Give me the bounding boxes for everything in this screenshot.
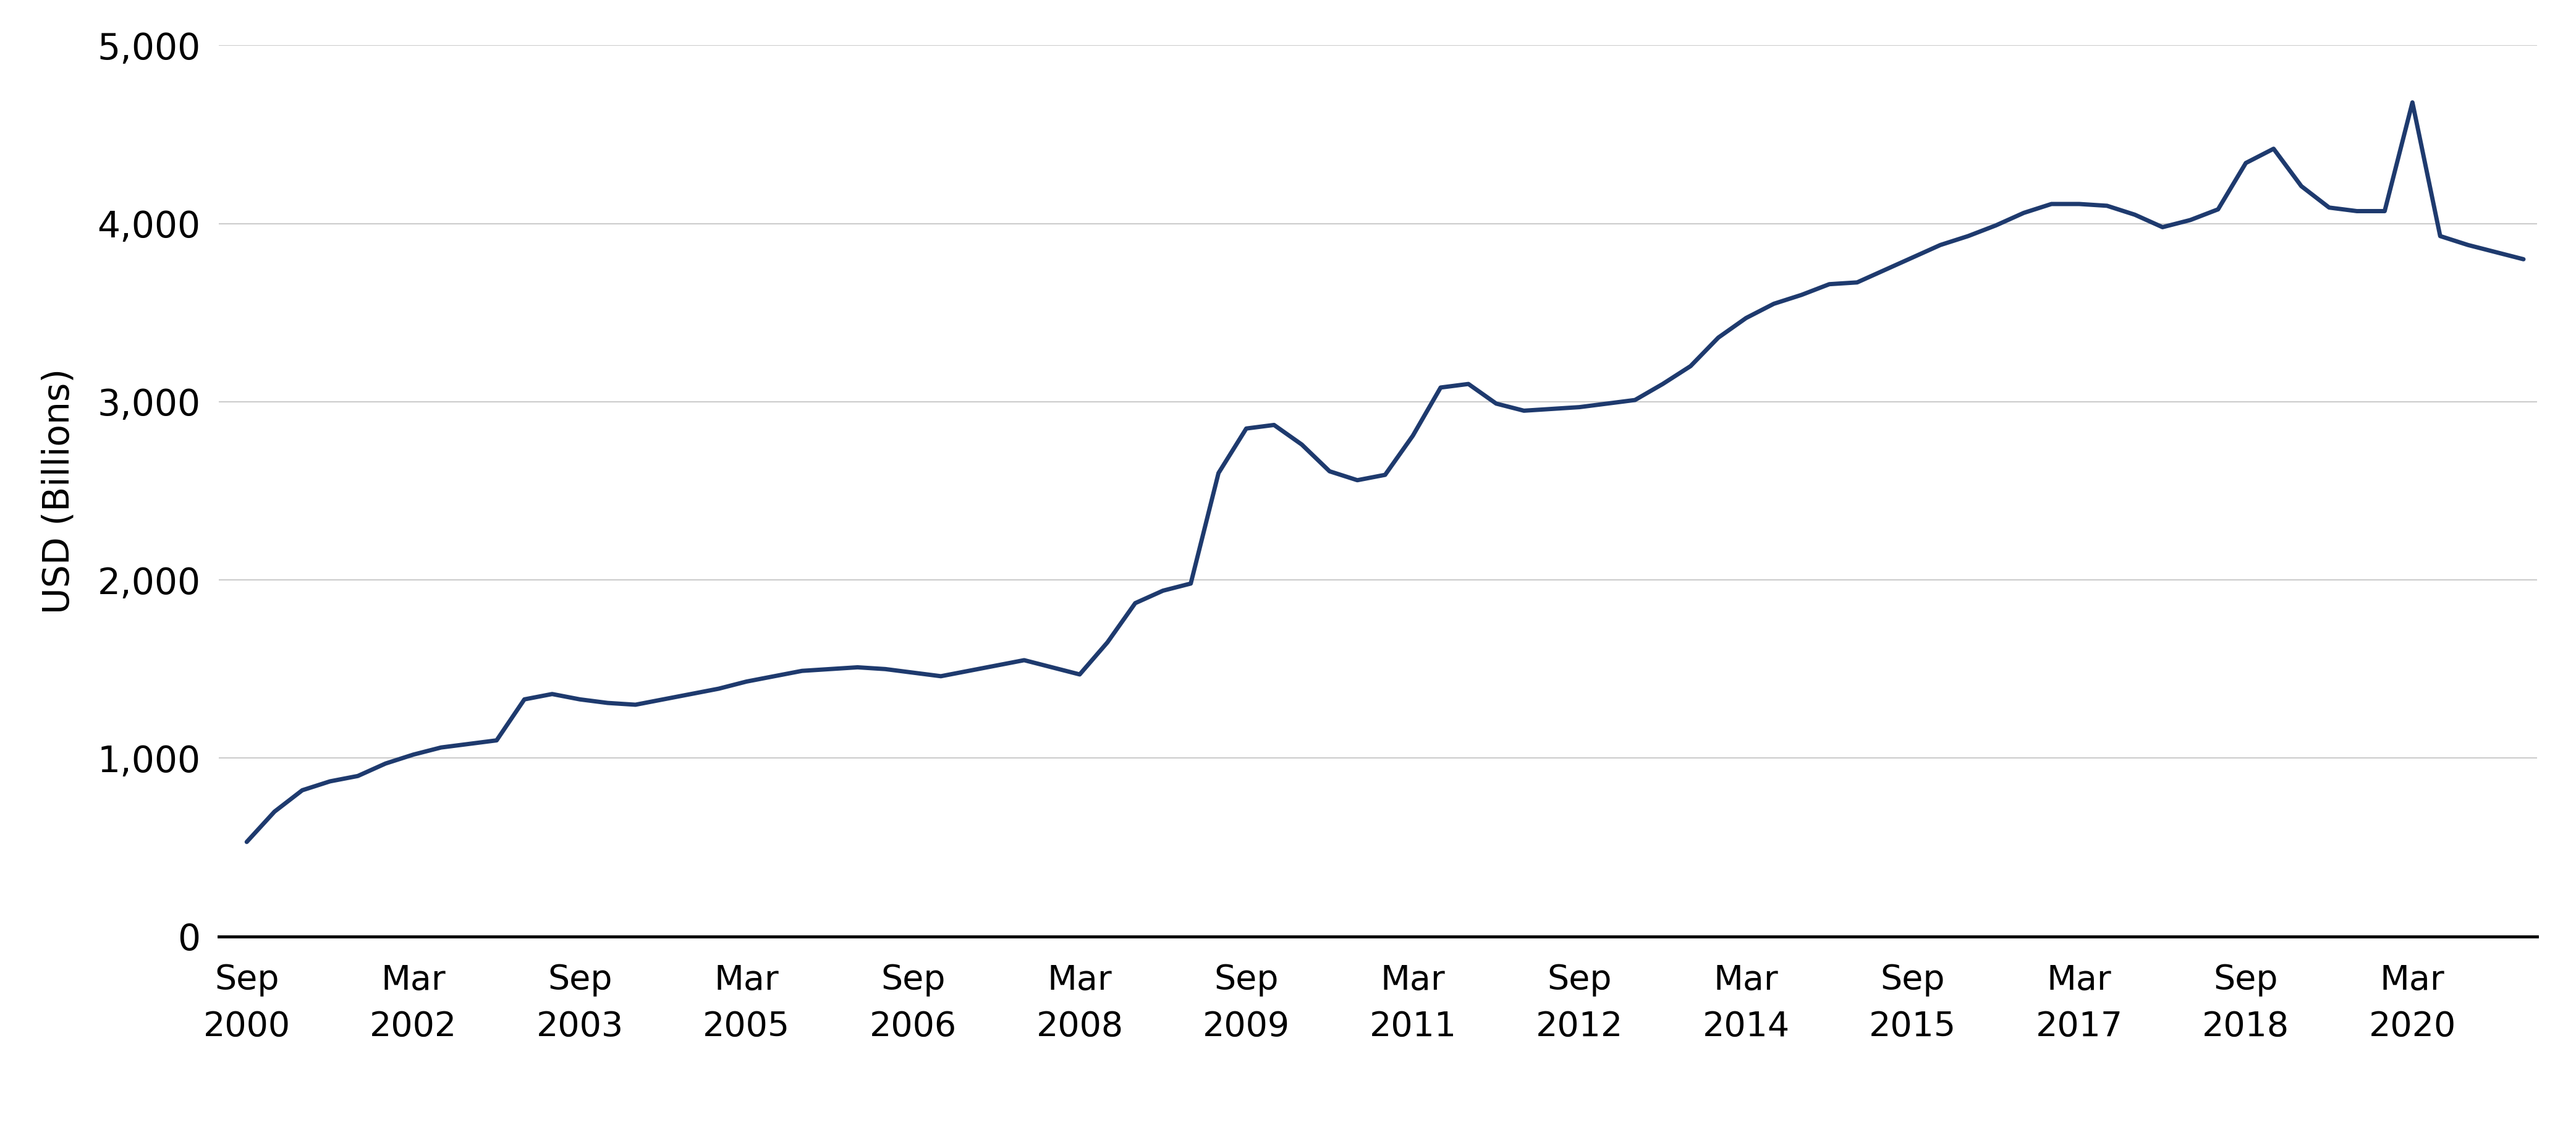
Y-axis label: USD (Billions): USD (Billions) — [41, 368, 77, 614]
